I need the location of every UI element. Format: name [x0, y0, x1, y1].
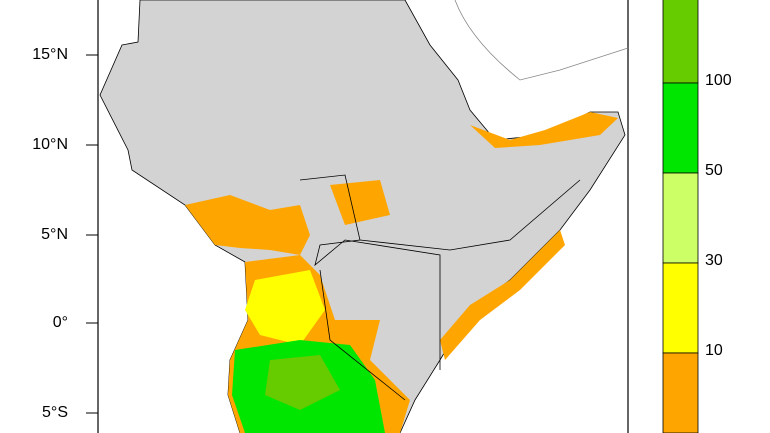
colorbar-segment: [662, 82, 699, 174]
map-panel: [97, 0, 629, 433]
colorbar-label: 30: [705, 252, 723, 269]
rain-ethiopia: [330, 180, 390, 225]
latitude-labels: 15°N 10°N 5°N 0° 5°S: [32, 46, 98, 421]
rain-coast: [440, 230, 565, 360]
rain-dark-green: [265, 355, 340, 410]
colorbar: 100 50 30 10: [662, 0, 732, 433]
lat-label: 5°N: [41, 226, 68, 243]
arabia-coast: [454, 0, 629, 81]
colorbar-segment: [662, 262, 699, 354]
colorbar-segment: [662, 352, 699, 433]
colorbar-segment: [662, 0, 699, 84]
lat-label: 5°S: [42, 404, 68, 421]
lat-label: 0°: [53, 314, 68, 331]
borders: [299, 174, 581, 401]
lat-label: 15°N: [32, 46, 68, 63]
rain-yellow: [245, 270, 325, 345]
lat-label: 10°N: [32, 136, 68, 153]
rain-west: [185, 195, 310, 255]
colorbar-label: 100: [705, 72, 732, 89]
colorbar-segment: [662, 172, 699, 264]
colorbar-label: 10: [705, 342, 723, 359]
colorbar-label: 50: [705, 162, 723, 179]
rain-horn: [470, 112, 618, 148]
